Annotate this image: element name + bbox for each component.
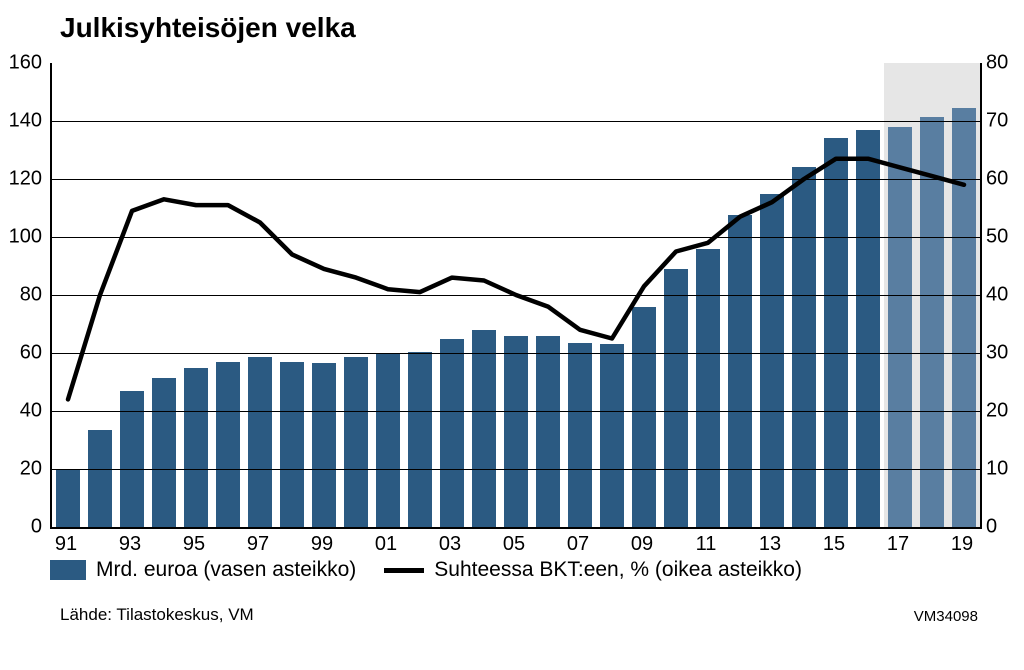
x-tick-label: 99 bbox=[311, 533, 333, 556]
y-right-tick-label: 10 bbox=[986, 458, 1008, 481]
chart-title: Julkisyhteisöjen velka bbox=[60, 12, 356, 44]
gridline bbox=[52, 353, 980, 354]
legend-item-line: Suhteessa BKT:een, % (oikea asteikko) bbox=[384, 558, 802, 582]
y-right-tick-label: 50 bbox=[986, 226, 1008, 249]
gridline bbox=[52, 469, 980, 470]
x-tick-label: 11 bbox=[696, 533, 717, 556]
legend-bar-label: Mrd. euroa (vasen asteikko) bbox=[96, 558, 356, 582]
x-tick-label: 09 bbox=[631, 533, 653, 556]
y-left-tick-label: 140 bbox=[0, 110, 42, 133]
y-right-tick-label: 20 bbox=[986, 400, 1008, 423]
plot-area bbox=[50, 63, 982, 529]
legend-bar-swatch bbox=[50, 560, 86, 580]
legend-line-swatch bbox=[384, 568, 424, 573]
y-right-tick-label: 60 bbox=[986, 168, 1008, 191]
x-tick-label: 07 bbox=[567, 533, 589, 556]
y-left-tick-label: 60 bbox=[0, 342, 42, 365]
x-tick-label: 17 bbox=[887, 533, 909, 556]
x-tick-label: 03 bbox=[439, 533, 461, 556]
y-left-tick-label: 120 bbox=[0, 168, 42, 191]
source-text: Lähde: Tilastokeskus, VM bbox=[60, 605, 254, 625]
x-tick-label: 93 bbox=[119, 533, 141, 556]
x-tick-label: 95 bbox=[183, 533, 205, 556]
chart-id: VM34098 bbox=[914, 608, 978, 625]
legend-line-label: Suhteessa BKT:een, % (oikea asteikko) bbox=[434, 558, 802, 582]
legend: Mrd. euroa (vasen asteikko) Suhteessa BK… bbox=[50, 558, 802, 582]
y-left-tick-label: 80 bbox=[0, 284, 42, 307]
y-left-tick-label: 40 bbox=[0, 400, 42, 423]
gridline bbox=[52, 237, 980, 238]
gridline bbox=[52, 295, 980, 296]
x-tick-label: 01 bbox=[375, 533, 397, 556]
x-tick-label: 13 bbox=[759, 533, 781, 556]
chart-container: Julkisyhteisöjen velka Mrd. euroa (vasen… bbox=[0, 0, 1024, 670]
x-tick-label: 97 bbox=[247, 533, 269, 556]
y-right-tick-label: 80 bbox=[986, 52, 1008, 75]
gridline bbox=[52, 411, 980, 412]
gridline bbox=[52, 121, 980, 122]
gridline bbox=[52, 179, 980, 180]
legend-item-bars: Mrd. euroa (vasen asteikko) bbox=[50, 558, 356, 582]
y-right-tick-label: 70 bbox=[986, 110, 1008, 133]
x-tick-label: 19 bbox=[951, 533, 973, 556]
y-left-tick-label: 0 bbox=[0, 516, 42, 539]
x-tick-label: 05 bbox=[503, 533, 525, 556]
y-left-tick-label: 20 bbox=[0, 458, 42, 481]
y-right-tick-label: 0 bbox=[986, 516, 997, 539]
y-left-tick-label: 100 bbox=[0, 226, 42, 249]
x-tick-label: 91 bbox=[55, 533, 77, 556]
y-right-tick-label: 40 bbox=[986, 284, 1008, 307]
x-tick-label: 15 bbox=[823, 533, 845, 556]
y-right-tick-label: 30 bbox=[986, 342, 1008, 365]
y-left-tick-label: 160 bbox=[0, 52, 42, 75]
